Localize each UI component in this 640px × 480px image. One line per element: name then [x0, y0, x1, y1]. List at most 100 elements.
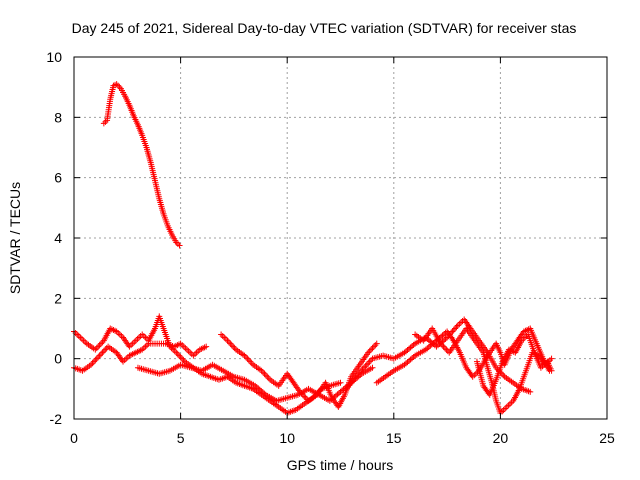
- data-point: [179, 342, 186, 349]
- data-point: [100, 120, 107, 127]
- data-point: [262, 372, 269, 379]
- data-point: [453, 323, 460, 330]
- data-point: [179, 355, 186, 362]
- y-tick-label: 6: [54, 170, 62, 186]
- data-point: [98, 351, 105, 358]
- data-point: [77, 334, 84, 341]
- data-point: [139, 331, 146, 338]
- data-point: [116, 331, 123, 338]
- data-point: [456, 320, 463, 327]
- data-point: [100, 348, 107, 355]
- chart-title: Day 245 of 2021, Sidereal Day-to-day VTE…: [72, 20, 577, 36]
- data-point: [199, 345, 206, 352]
- data-point: [177, 354, 184, 361]
- data-point: [140, 333, 147, 340]
- data-point: [75, 333, 82, 340]
- data-point: [174, 351, 181, 358]
- y-tick-label: 4: [54, 230, 62, 246]
- data-point: [173, 349, 180, 356]
- data-point: [183, 346, 190, 353]
- data-point: [131, 339, 138, 346]
- data-point: [502, 405, 509, 412]
- data-point: [95, 354, 102, 361]
- data-point: [248, 360, 255, 367]
- data-point: [365, 360, 372, 367]
- series-5: [218, 331, 380, 410]
- data-point: [176, 352, 183, 359]
- data-point: [242, 354, 249, 361]
- data-point: [373, 340, 380, 347]
- data-point: [128, 342, 135, 349]
- data-point: [132, 337, 139, 344]
- data-point: [78, 336, 85, 343]
- data-point: [505, 402, 512, 409]
- y-tick-label: -2: [50, 411, 63, 427]
- data-point: [457, 319, 464, 326]
- data-point: [191, 351, 198, 358]
- data-point: [500, 406, 507, 413]
- data-point: [190, 352, 197, 359]
- data-point: [219, 333, 226, 340]
- data-point: [113, 81, 120, 88]
- series-3: [71, 340, 210, 374]
- data-point: [218, 331, 225, 338]
- data-point: [548, 367, 555, 374]
- y-tick-label: 0: [54, 351, 62, 367]
- data-point: [90, 358, 97, 365]
- data-point: [261, 370, 268, 377]
- data-point: [185, 348, 192, 355]
- data-point: [99, 349, 106, 356]
- y-tick-label: 10: [46, 49, 62, 65]
- data-point: [136, 334, 143, 341]
- data-point: [118, 333, 125, 340]
- grid-lines: [74, 57, 607, 419]
- data-point: [225, 339, 232, 346]
- x-axis-label: GPS time / hours: [287, 457, 394, 473]
- data-point: [366, 348, 373, 355]
- data-point: [121, 357, 128, 364]
- data-point: [454, 322, 461, 329]
- data-point: [228, 342, 235, 349]
- data-point: [182, 345, 189, 352]
- data-point: [222, 336, 229, 343]
- data-point: [244, 355, 251, 362]
- data-point: [247, 358, 254, 365]
- y-axis-label: SDTVAR / TECUs: [7, 182, 23, 294]
- data-point: [193, 349, 200, 356]
- data-point: [231, 345, 238, 352]
- data-point: [548, 355, 555, 362]
- data-point: [82, 339, 89, 346]
- data-point: [96, 352, 103, 359]
- x-tick-label: 5: [177, 430, 185, 446]
- data-point: [264, 373, 271, 380]
- data-point: [224, 337, 231, 344]
- data-point: [144, 342, 151, 349]
- data-point: [174, 241, 181, 248]
- data-point: [245, 357, 252, 364]
- data-point: [93, 345, 100, 352]
- y-tick-label: 8: [54, 109, 62, 125]
- data-point: [441, 345, 448, 352]
- data-point: [369, 345, 376, 352]
- series-1: [100, 81, 183, 249]
- series-9: [473, 331, 555, 398]
- data-point: [260, 369, 267, 376]
- x-tick-label: 10: [279, 430, 295, 446]
- data-point: [337, 379, 344, 386]
- x-tick-label: 0: [70, 430, 78, 446]
- series-2: [71, 313, 344, 416]
- data-point: [370, 343, 377, 350]
- data-point: [452, 325, 459, 332]
- data-point: [265, 375, 272, 382]
- x-tick-label: 25: [599, 430, 615, 446]
- data-point: [98, 340, 105, 347]
- data-point: [366, 358, 373, 365]
- x-tick-label: 20: [493, 430, 509, 446]
- data-point: [142, 343, 149, 350]
- data-point: [372, 342, 379, 349]
- data-point: [176, 242, 183, 249]
- data-point: [123, 355, 130, 362]
- data-point: [80, 337, 87, 344]
- data-point: [506, 400, 513, 407]
